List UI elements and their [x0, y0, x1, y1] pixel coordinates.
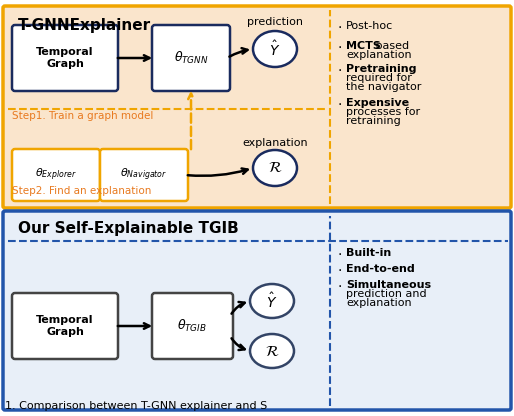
- Text: ·: ·: [338, 21, 347, 35]
- FancyBboxPatch shape: [3, 6, 511, 208]
- Text: ·: ·: [338, 64, 347, 78]
- Ellipse shape: [250, 334, 294, 368]
- Text: prediction and: prediction and: [346, 289, 427, 299]
- Text: Post-hoc: Post-hoc: [346, 21, 393, 31]
- Text: 1. Comparison between T-GNN explainer and S: 1. Comparison between T-GNN explainer an…: [5, 401, 267, 411]
- FancyBboxPatch shape: [152, 293, 233, 359]
- Text: ·: ·: [338, 41, 347, 55]
- Text: Step1. Train a graph model: Step1. Train a graph model: [12, 111, 153, 121]
- Text: $\theta_{TGNN}$: $\theta_{TGNN}$: [174, 50, 208, 66]
- Text: $\theta_{TGIB}$: $\theta_{TGIB}$: [177, 318, 207, 334]
- Text: Our Self-Explainable TGIB: Our Self-Explainable TGIB: [18, 221, 238, 236]
- Text: required for: required for: [346, 73, 412, 83]
- Text: $\mathcal{R}$: $\mathcal{R}$: [265, 344, 279, 359]
- Text: the navigator: the navigator: [346, 82, 421, 92]
- Ellipse shape: [250, 284, 294, 318]
- Text: ·: ·: [338, 280, 347, 294]
- Text: ·: ·: [338, 98, 347, 112]
- Text: T-GNNExplainer: T-GNNExplainer: [18, 18, 151, 33]
- Text: MCTS: MCTS: [346, 41, 381, 51]
- Text: based: based: [372, 41, 409, 51]
- FancyBboxPatch shape: [100, 149, 188, 201]
- Text: Built-in: Built-in: [346, 248, 391, 258]
- Ellipse shape: [253, 150, 297, 186]
- Text: $\hat{Y}$: $\hat{Y}$: [266, 291, 278, 311]
- Text: $\theta_{Navigator}$: $\theta_{Navigator}$: [120, 167, 168, 183]
- Text: Step2. Find an explanation: Step2. Find an explanation: [12, 186, 152, 196]
- Text: ·: ·: [338, 264, 347, 278]
- FancyBboxPatch shape: [12, 149, 100, 201]
- Text: prediction: prediction: [247, 17, 303, 27]
- Text: Temporal
Graph: Temporal Graph: [36, 47, 94, 69]
- Text: Pretraining: Pretraining: [346, 64, 416, 74]
- Text: $\mathcal{R}$: $\mathcal{R}$: [268, 161, 282, 176]
- FancyBboxPatch shape: [12, 293, 118, 359]
- FancyBboxPatch shape: [3, 211, 511, 410]
- Text: explanation: explanation: [242, 138, 308, 148]
- Text: $\hat{Y}$: $\hat{Y}$: [269, 40, 281, 59]
- Text: $\theta_{Explorer}$: $\theta_{Explorer}$: [35, 167, 77, 183]
- Ellipse shape: [253, 31, 297, 67]
- Text: explanation: explanation: [346, 298, 412, 308]
- Text: ·: ·: [338, 248, 347, 262]
- Text: End-to-end: End-to-end: [346, 264, 415, 274]
- Text: Expensive: Expensive: [346, 98, 409, 108]
- Text: Temporal
Graph: Temporal Graph: [36, 315, 94, 337]
- FancyBboxPatch shape: [12, 25, 118, 91]
- Text: processes for: processes for: [346, 107, 420, 117]
- Text: Simultaneous: Simultaneous: [346, 280, 431, 290]
- Text: retraining: retraining: [346, 116, 401, 126]
- Text: explanation: explanation: [346, 50, 412, 60]
- FancyBboxPatch shape: [152, 25, 230, 91]
